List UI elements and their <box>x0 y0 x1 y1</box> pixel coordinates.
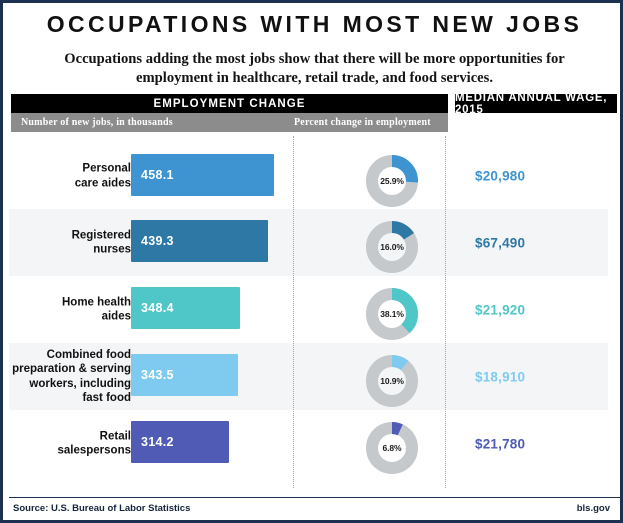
occupation-label: Registered nurses <box>71 229 131 256</box>
column-divider-percent-wage <box>445 136 446 488</box>
row-inner: Personal care aides 458.1 25.9% $20,980 <box>9 143 608 209</box>
jobs-bar: 348.4 <box>131 287 240 329</box>
percent-change-donut: 10.9% <box>364 353 420 409</box>
percent-change-value: 16.0% <box>380 242 404 252</box>
jobs-bar-value: 439.3 <box>141 234 174 248</box>
footer-source: Source: U.S. Bureau of Labor Statistics <box>13 503 191 514</box>
footer-site: bls.gov <box>576 503 610 514</box>
table-row: Combined food preparation & serving work… <box>9 343 608 410</box>
jobs-bar-value: 343.5 <box>141 368 174 382</box>
table-row: Retail salespersons 314.2 6.8% $21,780 <box>9 410 608 477</box>
subheader-percent-change: Percent change in employment <box>294 117 431 128</box>
occupation-label: Retail salespersons <box>57 430 131 457</box>
jobs-bar: 343.5 <box>131 354 238 396</box>
jobs-bar-value: 348.4 <box>141 301 174 315</box>
table-row: Personal care aides 458.1 25.9% $20,980 <box>9 143 608 209</box>
median-wage-value: $67,490 <box>475 235 526 250</box>
table-row: Home health aides 348.4 38.1% $21,920 <box>9 276 608 343</box>
percent-change-donut: 16.0% <box>364 219 420 275</box>
jobs-bar: 439.3 <box>131 220 268 262</box>
occupation-label: Home health aides <box>61 296 131 323</box>
jobs-bar: 314.2 <box>131 421 229 463</box>
percent-change-donut: 38.1% <box>364 286 420 342</box>
row-inner: Home health aides 348.4 38.1% $21,920 <box>9 276 608 343</box>
occupation-label: Combined food preparation & serving work… <box>12 348 131 405</box>
table-row: Registered nurses 439.3 16.0% $67,490 <box>9 209 608 276</box>
percent-change-donut: 6.8% <box>364 420 420 476</box>
jobs-bar: 458.1 <box>131 154 274 196</box>
percent-change-value: 6.8% <box>382 443 402 453</box>
percent-change-value: 10.9% <box>380 376 404 386</box>
median-wage-value: $21,920 <box>475 302 526 317</box>
footer-rule <box>9 497 620 498</box>
subheader-band: Number of new jobs, in thousands Percent… <box>11 113 448 132</box>
jobs-bar-value: 314.2 <box>141 435 174 449</box>
median-wage-value: $21,780 <box>475 436 526 451</box>
header-median-annual-wage: MEDIAN ANNUAL WAGE, 2015 <box>455 92 617 116</box>
median-wage-value: $18,910 <box>475 369 526 384</box>
row-inner: Combined food preparation & serving work… <box>9 343 608 410</box>
header-employment-change: EMPLOYMENT CHANGE <box>11 94 448 113</box>
column-divider-jobs-percent <box>293 136 294 488</box>
percent-change-value: 25.9% <box>380 176 404 186</box>
jobs-bar-value: 458.1 <box>141 168 174 182</box>
occupation-label: Personal care aides <box>74 162 131 190</box>
median-wage-value: $20,980 <box>475 168 526 184</box>
page-subtitle: Occupations adding the most jobs show th… <box>64 51 565 86</box>
subheader-number-of-new-jobs: Number of new jobs, in thousands <box>21 117 173 128</box>
percent-change-donut: 25.9% <box>364 153 420 209</box>
row-inner: Retail salespersons 314.2 6.8% $21,780 <box>9 410 608 477</box>
page-title: OCCUPATIONS WITH MOST NEW JOBS <box>46 11 583 37</box>
row-inner: Registered nurses 439.3 16.0% $67,490 <box>9 209 608 276</box>
percent-change-value: 38.1% <box>380 309 404 319</box>
